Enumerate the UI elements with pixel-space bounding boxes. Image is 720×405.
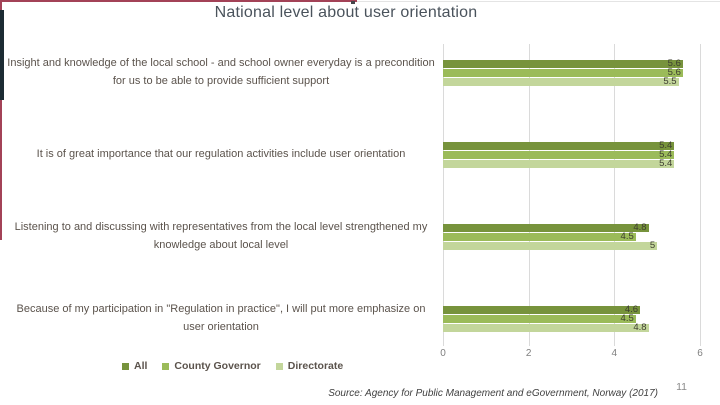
category-label: Because of my participation in "Regulati… xyxy=(16,303,426,333)
gridline xyxy=(528,44,530,346)
gridline xyxy=(614,44,616,346)
source-caption: Source: Agency for Public Management and… xyxy=(328,388,658,399)
x-axis-tick-label: 4 xyxy=(611,348,618,359)
legend-swatch-icon xyxy=(275,362,283,370)
page-title: National level about user orientation xyxy=(214,4,478,21)
bar-county-governor: 5.4 xyxy=(443,149,675,160)
bar-directorate: 5.5 xyxy=(443,76,679,87)
slide-border-top xyxy=(0,0,357,2)
gridline xyxy=(700,44,701,346)
bar-group: 5.6 5.6 5.5 xyxy=(443,58,683,87)
bar-value-label: 4.5 xyxy=(620,231,634,242)
bar-value-label: 4.6 xyxy=(624,304,639,315)
legend-item-directorate: Directorate xyxy=(275,360,344,372)
bar-directorate: 5.4 xyxy=(443,158,675,169)
bar-group: 4.6 4.5 4.8 xyxy=(443,304,649,333)
bar-all: 4.8 xyxy=(443,222,649,233)
x-axis-tick-label: 6 xyxy=(697,348,703,359)
bar-directorate: 5 xyxy=(443,240,658,251)
x-axis-tick-label: 2 xyxy=(525,348,532,359)
bar-group: 5.4 5.4 5.4 xyxy=(443,140,675,169)
gridline xyxy=(443,44,444,346)
bar-value-label: 4.5 xyxy=(620,313,634,324)
chart-category-row: Insight and knowledge of the local schoo… xyxy=(5,44,705,126)
bar-chart: Insight and knowledge of the local schoo… xyxy=(5,44,705,374)
legend-label: County Governor xyxy=(174,360,261,372)
bar-value-label: 5 xyxy=(649,240,656,251)
slide-border-top-right xyxy=(357,1,720,2)
bar-value-label: 5.4 xyxy=(659,158,673,169)
legend-label: All xyxy=(134,360,148,372)
bar-all: 5.6 xyxy=(443,58,683,69)
bar-all: 5.4 xyxy=(443,140,675,151)
bar-value-label: 5.4 xyxy=(659,149,673,160)
legend-swatch-icon xyxy=(122,362,129,370)
category-label: It is of great importance that our regul… xyxy=(36,148,406,161)
bar-value-label: 5.4 xyxy=(659,140,673,151)
category-label: Listening to and discussing with represe… xyxy=(14,221,428,251)
chart-legend: All County Governor Directorate xyxy=(122,360,358,372)
bar-county-governor: 4.5 xyxy=(443,313,636,324)
bar-county-governor: 5.6 xyxy=(443,67,683,78)
chart-category-row: Because of my participation in "Regulati… xyxy=(5,290,705,372)
bar-value-label: 5.6 xyxy=(667,58,681,69)
chart-category-row: Listening to and discussing with represe… xyxy=(5,208,705,290)
legend-item-county-governor: County Governor xyxy=(162,360,261,372)
bar-directorate: 4.8 xyxy=(443,322,649,333)
bar-value-label: 4.8 xyxy=(633,322,647,333)
category-label: Insight and knowledge of the local schoo… xyxy=(7,57,435,87)
bar-value-label: 5.5 xyxy=(663,76,677,87)
slide-border-left xyxy=(0,0,2,240)
bar-all: 4.6 xyxy=(443,304,641,315)
bar-value-label: 4.8 xyxy=(633,222,647,233)
legend-swatch-icon xyxy=(162,362,170,370)
bar-value-label: 5.6 xyxy=(667,67,681,78)
chart-category-row: It is of great importance that our regul… xyxy=(5,126,705,208)
legend-item-all: All xyxy=(122,360,147,372)
bar-county-governor: 4.5 xyxy=(443,231,636,242)
slide-border-notch xyxy=(351,1,355,4)
slide-edge-navy-strip xyxy=(0,10,4,100)
x-axis-tick-label: 0 xyxy=(440,348,446,359)
page-number: 11 xyxy=(676,381,687,393)
bar-group: 4.8 4.5 5 xyxy=(443,222,658,251)
legend-label: Directorate xyxy=(287,360,344,372)
